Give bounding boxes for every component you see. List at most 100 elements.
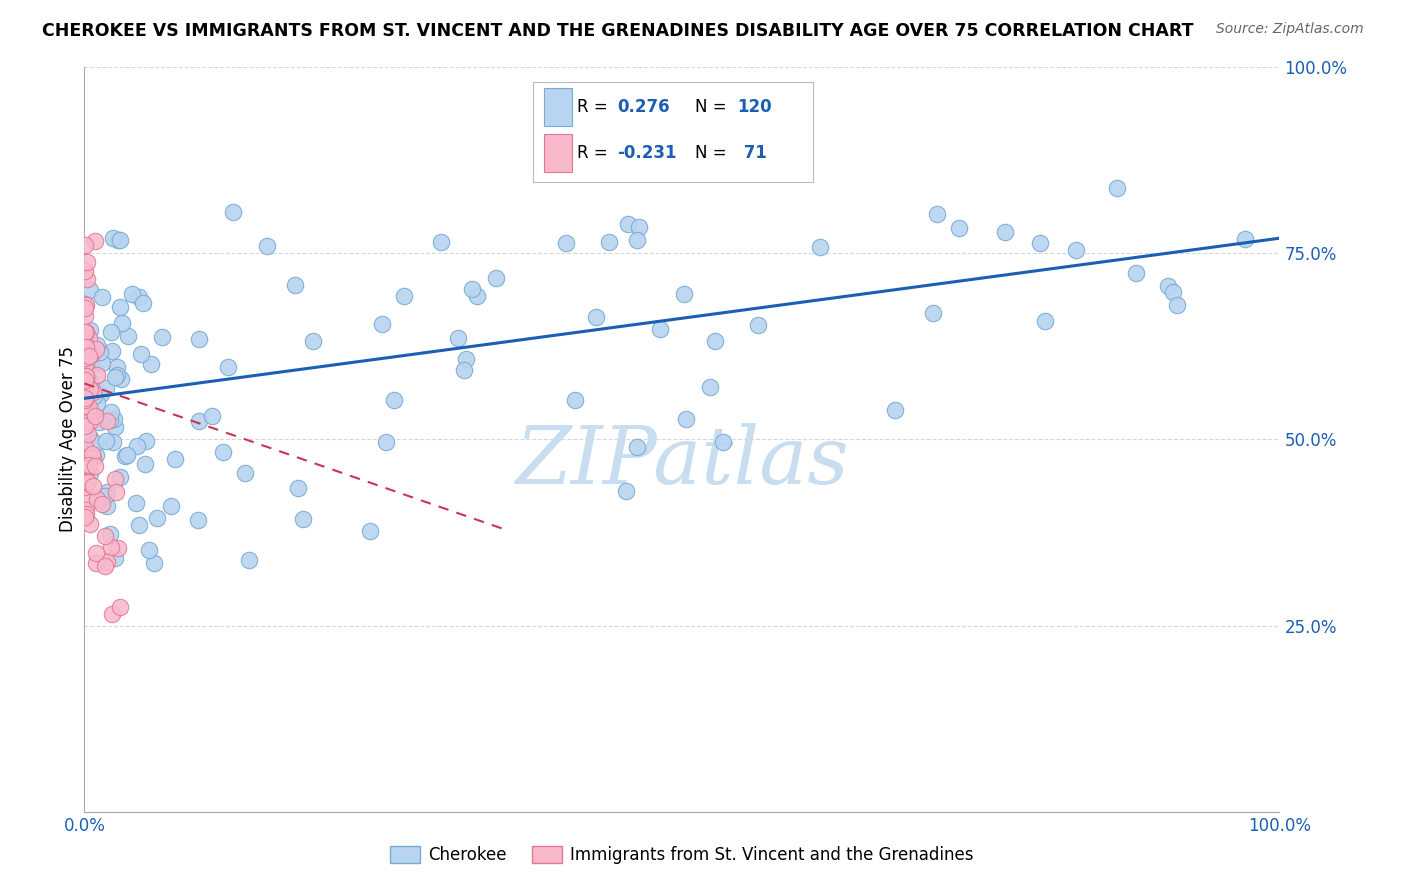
Point [217, 360, 239, 375]
Point [91, 497, 114, 511]
Point [212, 445, 235, 459]
Point [375, 434, 398, 449]
Point [222, 205, 245, 219]
Point [96, 555, 118, 569]
Point [77, 426, 100, 441]
Point [79, 374, 101, 388]
Point [564, 392, 586, 407]
Point [101, 344, 124, 359]
Point [626, 233, 648, 247]
Point [77, 331, 100, 345]
Point [77, 349, 100, 363]
Point [75, 503, 97, 517]
Point [103, 412, 125, 426]
Point [75, 351, 97, 365]
Point [96, 484, 118, 499]
Point [160, 499, 183, 513]
Point [132, 295, 155, 310]
Point [105, 368, 128, 383]
Point [150, 330, 173, 344]
Point [134, 457, 156, 471]
Point [94, 489, 117, 503]
Point [650, 322, 672, 336]
Point [111, 317, 134, 331]
Point [76, 376, 98, 391]
Text: ZIPatlas: ZIPatlas [515, 423, 849, 500]
Point [107, 233, 129, 247]
Point [675, 412, 697, 426]
Point [188, 414, 211, 428]
Point [76, 272, 98, 286]
Point [138, 543, 160, 558]
Point [86, 337, 108, 351]
Point [461, 283, 484, 297]
Point [83, 459, 105, 474]
Point [73, 373, 96, 387]
Point [77, 458, 100, 473]
Point [1161, 285, 1184, 300]
Point [79, 432, 101, 446]
Point [394, 289, 416, 303]
Y-axis label: Disability Age Over 75: Disability Age Over 75 [59, 346, 77, 533]
Point [75, 340, 97, 354]
Point [96, 434, 118, 449]
Text: Source: ZipAtlas.com: Source: ZipAtlas.com [1216, 22, 1364, 37]
Point [75, 370, 97, 384]
Point [614, 484, 637, 499]
Point [73, 309, 96, 323]
Point [699, 379, 721, 393]
Point [94, 559, 117, 574]
Point [75, 298, 97, 312]
Point [79, 355, 101, 369]
Point [79, 516, 101, 531]
Point [79, 323, 101, 337]
Point [127, 439, 149, 453]
Point [96, 414, 118, 428]
Point [98, 413, 121, 427]
Point [103, 434, 125, 449]
Point [598, 235, 620, 249]
Point [73, 375, 96, 389]
Point [79, 348, 101, 362]
Point [104, 551, 127, 566]
Point [108, 600, 131, 615]
Point [73, 297, 96, 311]
Point [82, 479, 104, 493]
Point [86, 368, 108, 382]
Point [76, 254, 98, 268]
Point [79, 408, 101, 422]
Point [98, 527, 121, 541]
Point [75, 369, 97, 384]
Point [1166, 298, 1188, 312]
Point [626, 440, 648, 454]
Point [124, 495, 146, 509]
Point [86, 396, 108, 410]
Point [666, 128, 689, 142]
Point [80, 446, 103, 460]
Point [86, 557, 108, 571]
Point [287, 481, 309, 495]
Point [104, 472, 127, 486]
Point [884, 402, 907, 417]
Point [82, 385, 104, 400]
Point [922, 306, 945, 320]
Point [128, 290, 150, 304]
Point [76, 491, 98, 506]
Point [75, 336, 97, 351]
Point [233, 466, 256, 480]
Point [73, 480, 96, 494]
Point [1233, 232, 1256, 246]
Point [1125, 266, 1147, 280]
Point [107, 541, 129, 555]
Point [75, 509, 97, 524]
Point [301, 334, 323, 348]
Point [75, 508, 97, 522]
Point [73, 326, 96, 340]
Point [454, 351, 477, 366]
Point [75, 325, 97, 339]
Point [131, 347, 153, 361]
Legend: Cherokee, Immigrants from St. Vincent and the Grenadines: Cherokee, Immigrants from St. Vincent an… [384, 838, 980, 871]
Point [117, 448, 139, 462]
Point [89, 415, 111, 429]
Point [292, 512, 315, 526]
